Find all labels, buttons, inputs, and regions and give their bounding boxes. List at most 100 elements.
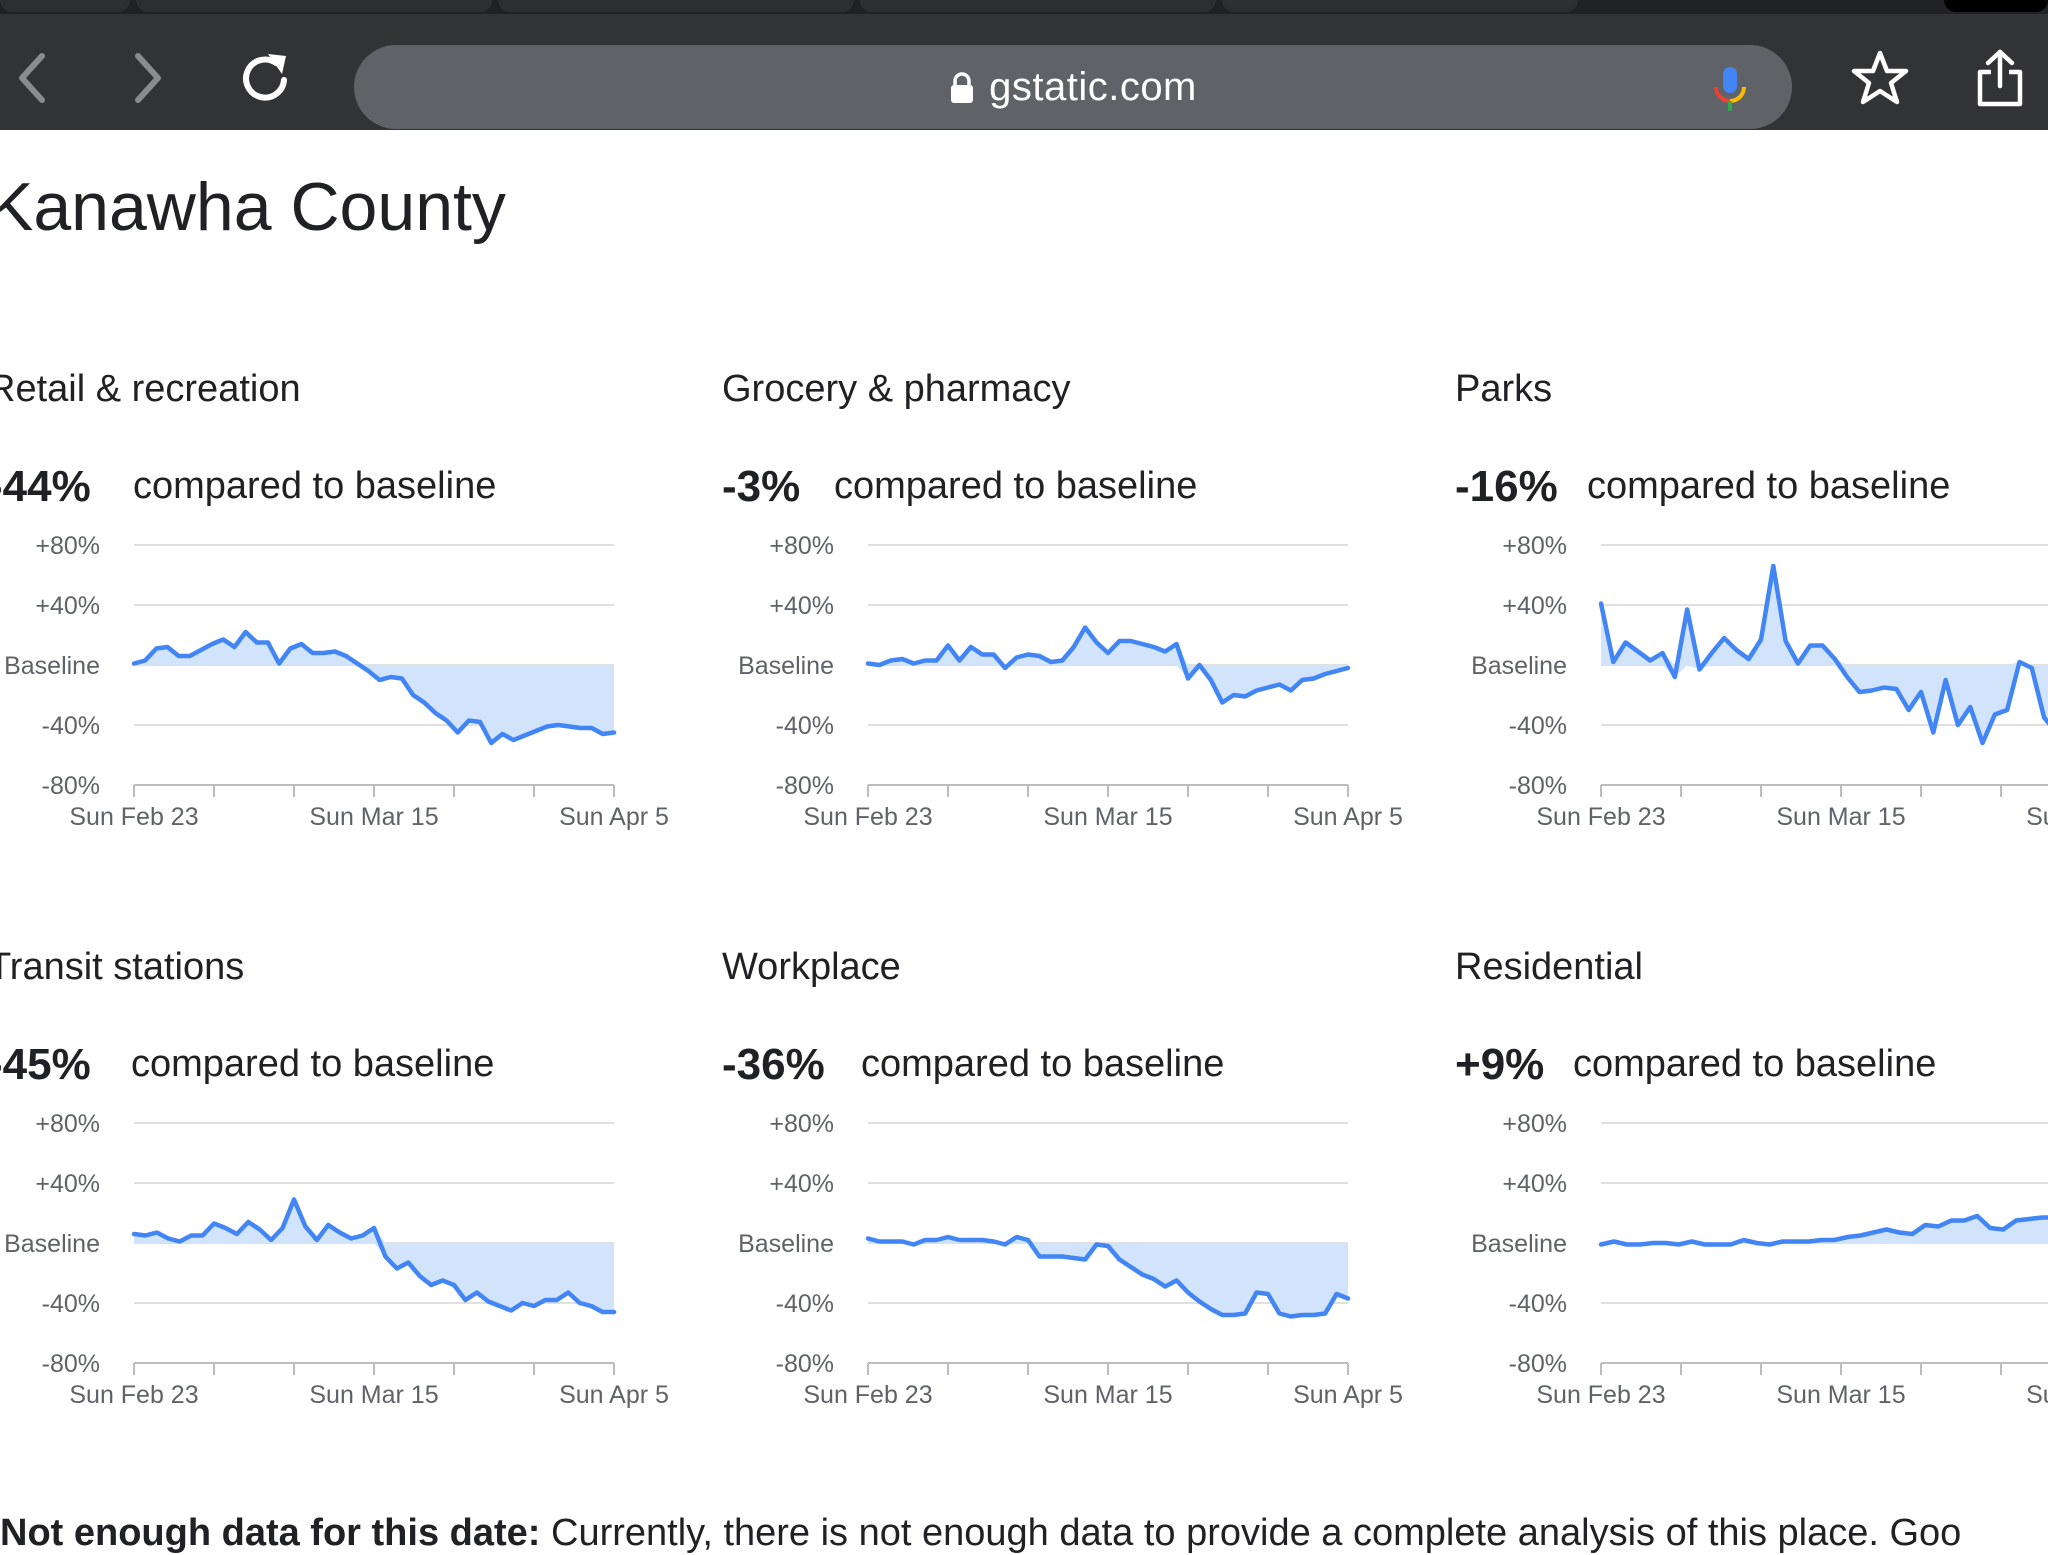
tab[interactable] xyxy=(1222,0,1578,12)
y-tick-label: Baseline xyxy=(1471,1230,1567,1258)
y-tick-label: +80% xyxy=(35,1110,100,1138)
back-button[interactable] xyxy=(2,48,62,108)
card-title: Parks xyxy=(1455,368,1553,410)
tab[interactable] xyxy=(498,0,854,12)
y-tick-label: Baseline xyxy=(4,652,100,680)
x-tick-label: Sun Mar 15 xyxy=(1043,1381,1172,1409)
x-tick-label: Sun Feb 23 xyxy=(803,1381,932,1409)
forward-button[interactable] xyxy=(118,48,178,108)
retail-recreation-card: Retail & recreation -44% compared to bas… xyxy=(0,368,669,888)
lock-icon xyxy=(951,72,974,103)
share-icon xyxy=(1977,49,2023,107)
share-button[interactable] xyxy=(1970,48,2030,108)
x-tick-label: Sun Mar 15 xyxy=(1043,803,1172,831)
x-tick-label: Sun Apr 5 xyxy=(1293,803,1403,831)
below-baseline-area xyxy=(868,1243,1348,1317)
y-tick-label: +80% xyxy=(1502,532,1567,560)
card-title: Transit stations xyxy=(0,946,245,988)
footer-note-bold: Not enough data for this date: xyxy=(0,1512,541,1554)
x-tick-label: Sun Feb 23 xyxy=(803,803,932,831)
tab-strip xyxy=(0,0,2048,14)
url-text: gstatic.com xyxy=(989,64,1197,109)
star-icon xyxy=(1851,50,1909,105)
url-bar[interactable]: gstatic.com xyxy=(354,45,1792,129)
percent-change: -44% xyxy=(0,462,91,511)
back-icon xyxy=(19,53,45,103)
y-tick-label: -80% xyxy=(776,1350,834,1378)
compare-label: compared to baseline xyxy=(834,465,1198,507)
page-title: Kanawha County xyxy=(0,169,506,245)
x-tick-label: Sun Mar 15 xyxy=(1776,803,1905,831)
reload-icon xyxy=(243,54,287,101)
tab[interactable] xyxy=(860,0,1216,12)
percent-change: -45% xyxy=(0,1040,91,1089)
data-line xyxy=(131,629,617,746)
retail-recreation-chart: +80% +40% Baseline -40% -80% Sun Feb 23 Sun Ma… xyxy=(4,532,669,831)
y-tick-label: Baseline xyxy=(1471,652,1567,680)
y-tick-label: +80% xyxy=(769,1110,834,1138)
forward-icon xyxy=(135,53,161,103)
x-tick-label: Sun Feb 23 xyxy=(1536,1381,1665,1409)
card-title: Workplace xyxy=(722,946,901,988)
x-tick-label: Sun Mar 15 xyxy=(309,803,438,831)
y-tick-label: +40% xyxy=(35,1170,100,1198)
y-tick-label: -40% xyxy=(776,712,834,740)
browser-toolbar: gstatic.com xyxy=(0,14,2048,130)
percent-change: -36% xyxy=(722,1040,825,1089)
percent-change: -16% xyxy=(1455,462,1558,511)
workplace-card: Workplace -36% compared to baseline +80%… xyxy=(722,946,1403,1466)
card-title: Residential xyxy=(1455,946,1643,988)
grocery-pharmacy-chart: +80% +40% Baseline -40% -80% Sun Feb 23 Sun Ma… xyxy=(738,532,1403,831)
card-title: Retail & recreation xyxy=(0,368,301,410)
y-tick-label: +40% xyxy=(769,592,834,620)
y-tick-label: -40% xyxy=(776,1290,834,1318)
x-tick-label: Sun Feb 23 xyxy=(69,1381,198,1409)
y-tick-label: -80% xyxy=(42,772,100,800)
y-tick-label: Baseline xyxy=(738,1230,834,1258)
parks-chart: +80% +40% Baseline -40% -80% Sun Feb 23 Sun Ma… xyxy=(1471,532,2048,831)
y-tick-label: +40% xyxy=(1502,592,1567,620)
tab[interactable] xyxy=(136,0,492,12)
x-tick-label: Sun Mar 15 xyxy=(1776,1381,1905,1409)
x-tick-label: Sun Apr 5 xyxy=(559,803,669,831)
below-baseline-area xyxy=(1601,665,2048,743)
x-tick-label: Sun Apr 5 xyxy=(1293,1381,1403,1409)
percent-change: -3% xyxy=(722,462,801,511)
data-line xyxy=(865,1234,1351,1319)
transit-stations-chart: +80% +40% Baseline -40% -80% Sun Feb 23 Sun Ma… xyxy=(4,1110,669,1409)
bookmark-button[interactable] xyxy=(1850,48,1910,108)
reload-button[interactable] xyxy=(236,48,296,108)
card-title: Grocery & pharmacy xyxy=(722,368,1071,410)
y-tick-label: -40% xyxy=(1509,712,1567,740)
below-baseline-area xyxy=(134,1243,614,1312)
below-baseline-area xyxy=(134,665,614,743)
compare-label: compared to baseline xyxy=(861,1043,1225,1085)
workplace-chart: +80% +40% Baseline -40% -80% Sun Feb 23 Sun Ma… xyxy=(738,1110,1403,1409)
tab[interactable] xyxy=(0,0,130,12)
y-tick-label: -80% xyxy=(1509,772,1567,800)
transit-stations-card: Transit stations -45% compared to baseli… xyxy=(0,946,669,1466)
y-tick-label: -80% xyxy=(42,1350,100,1378)
above-baseline-area xyxy=(134,1199,614,1243)
residential-card: Residential +9% compared to baseline +80… xyxy=(1455,946,2048,1466)
x-tick-label: Sun Mar 15 xyxy=(309,1381,438,1409)
data-line xyxy=(1598,1213,2048,1247)
y-tick-label: -80% xyxy=(776,772,834,800)
data-line xyxy=(1598,563,2048,746)
mic-icon[interactable] xyxy=(1710,65,1750,113)
y-tick-label: +40% xyxy=(769,1170,834,1198)
tab[interactable] xyxy=(1944,0,2048,12)
x-tick-label: Sun Apr 5 xyxy=(2026,803,2048,831)
data-line xyxy=(131,1197,617,1315)
above-baseline-area xyxy=(1601,1216,2048,1243)
footer-note: Not enough data for this date: Currently… xyxy=(0,1512,1961,1555)
y-tick-label: Baseline xyxy=(738,652,834,680)
footer-note-text: Currently, there is not enough data to p… xyxy=(540,1512,1962,1554)
y-tick-label: +80% xyxy=(1502,1110,1567,1138)
below-baseline-area xyxy=(868,665,1348,703)
percent-change: +9% xyxy=(1455,1040,1545,1089)
y-tick-label: +40% xyxy=(35,592,100,620)
y-tick-label: +40% xyxy=(1502,1170,1567,1198)
y-tick-label: Baseline xyxy=(4,1230,100,1258)
y-tick-label: +80% xyxy=(35,532,100,560)
